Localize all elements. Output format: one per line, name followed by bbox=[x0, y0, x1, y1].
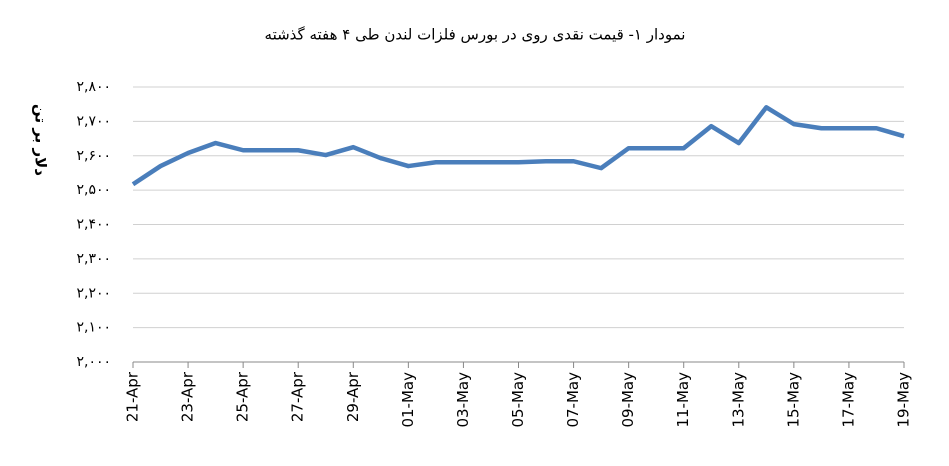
x-tick-label: 21-Apr bbox=[124, 371, 142, 422]
x-tick-label: 19-May bbox=[895, 372, 913, 428]
line bbox=[131, 105, 905, 187]
x-tick-label: 11-May bbox=[674, 372, 692, 428]
y-tick-label: ۲,۳۰۰ bbox=[76, 251, 111, 267]
x-tick-label: 23-Apr bbox=[179, 371, 197, 422]
x-tick-label: 05-May bbox=[509, 372, 527, 428]
x-tick-label: 27-Apr bbox=[289, 371, 307, 422]
y-tick-label: ۲,۰۰۰ bbox=[76, 354, 111, 370]
x-tick-label: 15-May bbox=[784, 372, 802, 428]
y-tick-label: ۲,۵۰۰ bbox=[76, 182, 111, 198]
x-tick-label: 03-May bbox=[454, 372, 472, 428]
y-tick-label: ۲,۱۰۰ bbox=[76, 320, 111, 336]
x-tick-label: 13-May bbox=[729, 372, 747, 428]
x-tick-label: 25-Apr bbox=[234, 371, 252, 422]
x-tick-label: 01-May bbox=[399, 372, 417, 428]
x-tick-label: 17-May bbox=[839, 372, 857, 428]
y-axis-label: دلار بر تن bbox=[32, 104, 50, 176]
y-tick-label: ۲,۶۰۰ bbox=[76, 148, 111, 164]
x-tick-label: 29-Apr bbox=[344, 371, 362, 422]
x-tick-label: 09-May bbox=[619, 372, 637, 428]
y-tick-label: ۲,۴۰۰ bbox=[76, 217, 111, 233]
y-tick-label: ۲,۷۰۰ bbox=[76, 113, 111, 129]
x-tick-label: 07-May bbox=[564, 372, 582, 428]
y-tick-label: ۲,۲۰۰ bbox=[76, 285, 111, 301]
y-tick-label: ۲,۸۰۰ bbox=[76, 79, 111, 95]
chart-title: نمودار ۱- قیمت نقدی روی در بورس فلزات لن… bbox=[265, 26, 686, 44]
